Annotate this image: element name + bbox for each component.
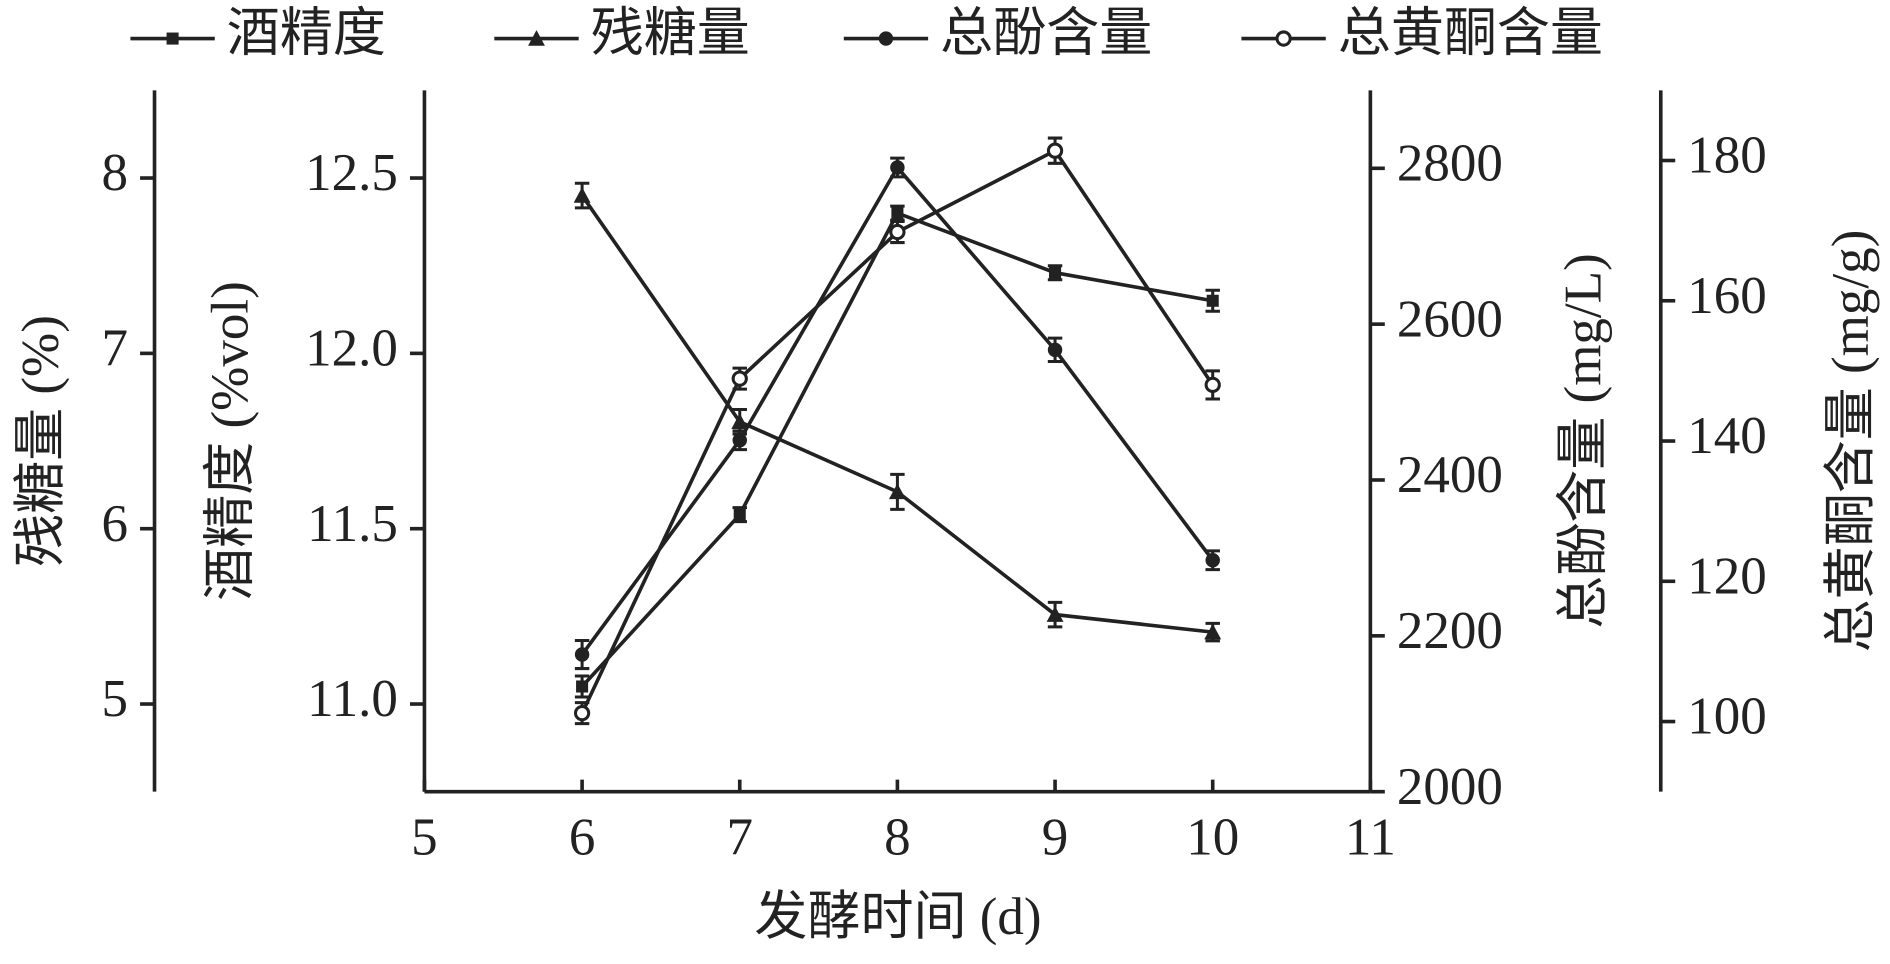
marker <box>1204 623 1222 640</box>
marker <box>733 508 746 521</box>
legend-label: 残糖量 <box>591 5 750 63</box>
x-tick-label: 7 <box>726 808 753 866</box>
y4-axis-label: 总黄酮含量 (mg/g) <box>1822 230 1880 653</box>
x-tick-label: 5 <box>411 808 438 866</box>
x-axis-label: 发酵时间 (d) <box>754 888 1041 946</box>
marker <box>891 207 904 220</box>
marker <box>1204 376 1221 394</box>
y-tick-label: 11.0 <box>307 670 398 728</box>
y2-tick-label: 5 <box>101 670 128 728</box>
x-tick-label: 8 <box>884 808 911 866</box>
marker <box>1046 142 1064 159</box>
marker <box>573 705 591 722</box>
legend-marker <box>878 31 894 46</box>
y4-tick-label: 100 <box>1687 688 1767 746</box>
y3-tick-label: 2000 <box>1397 758 1503 816</box>
y4-tick-label: 140 <box>1687 407 1767 465</box>
marker <box>731 370 748 387</box>
y3-tick-label: 2800 <box>1397 134 1503 192</box>
legend-marker <box>166 32 179 45</box>
legend-marker <box>1275 30 1292 47</box>
y2-tick-label: 6 <box>101 495 128 553</box>
x-tick-label: 11 <box>1345 808 1396 866</box>
y2-axis-label: 残糖量 (%) <box>12 315 70 567</box>
marker <box>573 187 591 203</box>
y3-tick-label: 2200 <box>1397 602 1503 660</box>
legend-marker <box>528 30 545 46</box>
x-tick-label: 9 <box>1042 808 1069 866</box>
y4-tick-label: 120 <box>1687 547 1767 605</box>
y-tick-label: 11.5 <box>307 495 398 553</box>
y2-tick-label: 8 <box>101 144 128 202</box>
y4-tick-label: 180 <box>1687 127 1767 185</box>
marker <box>732 433 747 448</box>
series-line <box>580 194 1213 634</box>
marker <box>1206 294 1219 307</box>
y3-axis-label: 总酚含量 (mg/L) <box>1555 253 1613 628</box>
marker <box>1047 342 1063 358</box>
marker <box>574 647 590 662</box>
marker <box>1205 553 1220 568</box>
marker <box>1046 606 1064 622</box>
y2-tick-label: 7 <box>101 320 128 378</box>
marker <box>1049 266 1062 279</box>
x-tick-label: 10 <box>1186 808 1239 866</box>
legend-label: 总酚含量 <box>940 5 1152 63</box>
x-tick-label: 6 <box>569 808 596 866</box>
y4-tick-label: 160 <box>1687 267 1767 325</box>
legend-label: 酒精度 <box>227 5 386 63</box>
marker <box>890 160 905 175</box>
series-line <box>580 210 1214 688</box>
marker <box>888 483 906 500</box>
marker <box>731 413 749 429</box>
y3-tick-label: 2400 <box>1397 446 1503 504</box>
y-tick-label: 12.0 <box>305 320 398 378</box>
marker <box>889 223 906 241</box>
y-tick-label: 12.5 <box>305 144 398 202</box>
marker <box>576 680 589 693</box>
y-axis-label: 酒精度 (%vol) <box>201 281 259 601</box>
y3-tick-label: 2600 <box>1397 290 1503 348</box>
legend-label: 总黄酮含量 <box>1338 5 1603 63</box>
